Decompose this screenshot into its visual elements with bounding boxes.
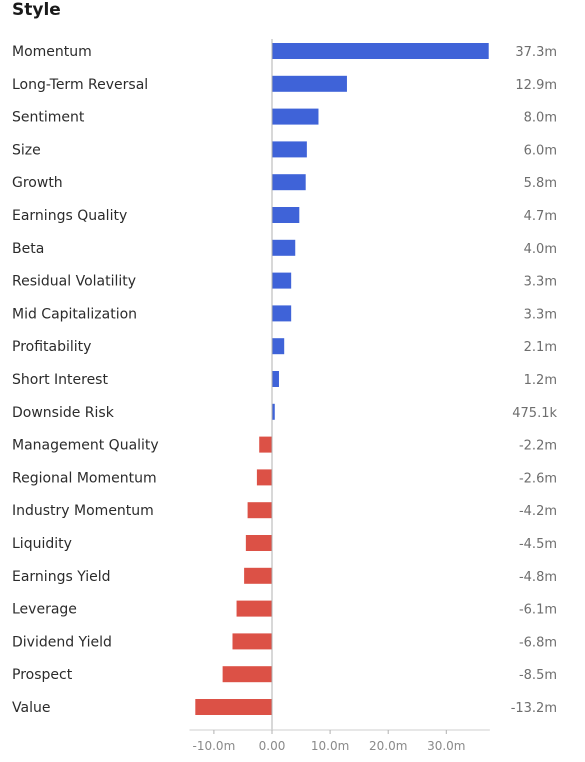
- category-label-size: Size: [12, 142, 41, 158]
- category-label-regional-momentum: Regional Momentum: [12, 470, 157, 486]
- category-label-profitability: Profitability: [12, 339, 91, 355]
- category-label-dividend-yield: Dividend Yield: [12, 634, 112, 650]
- value-label-profitability: 2.1m: [524, 340, 557, 355]
- value-label-management-quality: -2.2m: [519, 439, 557, 454]
- category-label-earnings-yield: Earnings Yield: [12, 569, 111, 585]
- bar-mid-capitalization[interactable]: [272, 305, 292, 322]
- category-label-downside-risk: Downside Risk: [12, 405, 115, 421]
- value-label-size: 6.0m: [524, 143, 557, 158]
- bar-earnings-quality[interactable]: [272, 207, 300, 223]
- value-label-value: -13.2m: [511, 701, 557, 716]
- value-label-dividend-yield: -6.8m: [519, 635, 557, 650]
- value-label-long-term-reversal: 12.9m: [515, 78, 557, 93]
- value-label-short-interest: 1.2m: [524, 373, 557, 388]
- value-label-industry-momentum: -4.2m: [519, 504, 557, 519]
- category-label-prospect: Prospect: [12, 667, 73, 683]
- bar-beta[interactable]: [272, 239, 296, 256]
- bar-prospect[interactable]: [222, 666, 272, 683]
- bar-long-term-reversal[interactable]: [272, 75, 347, 92]
- category-label-leverage: Leverage: [12, 602, 77, 618]
- value-label-beta: 4.0m: [524, 242, 557, 257]
- panel-title: Style: [12, 0, 61, 20]
- bar-management-quality[interactable]: [259, 436, 272, 453]
- value-label-earnings-yield: -4.8m: [519, 570, 557, 585]
- category-label-value: Value: [12, 700, 50, 716]
- category-label-management-quality: Management Quality: [12, 438, 159, 454]
- bar-sentiment[interactable]: [272, 108, 319, 125]
- category-label-growth: Growth: [12, 175, 63, 191]
- bar-profitability[interactable]: [272, 338, 285, 355]
- value-label-sentiment: 8.0m: [524, 111, 557, 126]
- x-tick-label: 30.0m: [427, 739, 465, 753]
- category-label-sentiment: Sentiment: [12, 110, 85, 126]
- category-label-beta: Beta: [12, 241, 44, 257]
- value-label-leverage: -6.1m: [519, 603, 557, 618]
- category-label-momentum: Momentum: [12, 44, 92, 60]
- bar-leverage[interactable]: [236, 600, 272, 617]
- value-label-earnings-quality: 4.7m: [524, 209, 557, 224]
- bar-short-interest[interactable]: [272, 371, 279, 387]
- bar-dividend-yield[interactable]: [232, 633, 272, 650]
- x-tick-label: -10.0m: [193, 739, 236, 753]
- category-label-long-term-reversal: Long-Term Reversal: [12, 77, 148, 93]
- bar-regional-momentum[interactable]: [256, 469, 272, 486]
- value-label-momentum: 37.3m: [515, 45, 557, 60]
- bar-earnings-yield[interactable]: [244, 567, 272, 584]
- value-label-liquidity: -4.5m: [519, 537, 557, 552]
- category-label-short-interest: Short Interest: [12, 372, 108, 388]
- bar-size[interactable]: [272, 141, 307, 158]
- value-label-mid-capitalization: 3.3m: [524, 307, 557, 322]
- x-tick-label: 10.0m: [311, 739, 349, 753]
- value-label-residual-volatility: 3.3m: [524, 275, 557, 290]
- x-tick-label: 0.00: [259, 739, 286, 753]
- bar-value[interactable]: [195, 699, 272, 715]
- value-label-prospect: -8.5m: [519, 668, 557, 683]
- x-tick-label: 20.0m: [369, 739, 407, 753]
- category-label-industry-momentum: Industry Momentum: [12, 503, 154, 519]
- value-label-regional-momentum: -2.6m: [519, 471, 557, 486]
- category-label-earnings-quality: Earnings Quality: [12, 208, 127, 224]
- bar-liquidity[interactable]: [245, 535, 272, 551]
- bar-industry-momentum[interactable]: [247, 502, 272, 519]
- category-label-mid-capitalization: Mid Capitalization: [12, 306, 137, 322]
- bar-momentum[interactable]: [272, 43, 489, 59]
- category-label-liquidity: Liquidity: [12, 536, 72, 552]
- bar-downside-risk[interactable]: [272, 403, 275, 420]
- bar-residual-volatility[interactable]: [272, 272, 292, 289]
- bar-growth[interactable]: [272, 174, 306, 191]
- category-label-residual-volatility: Residual Volatility: [12, 274, 136, 290]
- value-label-growth: 5.8m: [524, 176, 557, 191]
- value-label-downside-risk: 475.1k: [512, 406, 557, 421]
